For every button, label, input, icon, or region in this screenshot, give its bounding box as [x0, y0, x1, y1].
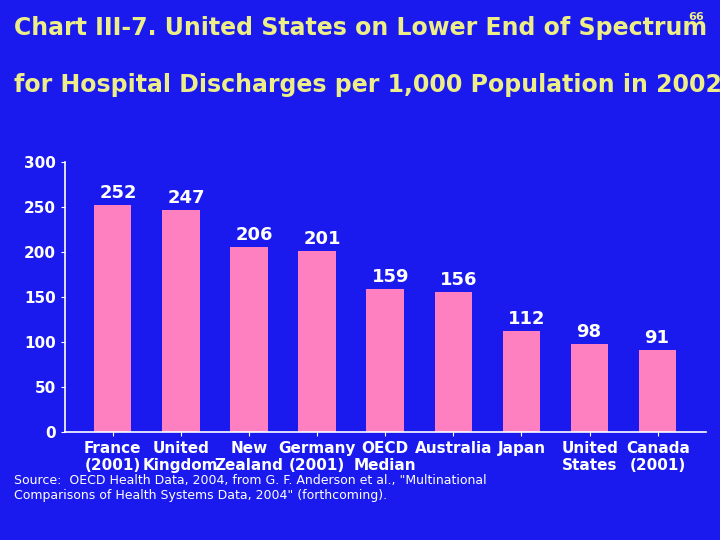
Text: 206: 206	[236, 226, 274, 244]
Text: Source:  OECD Health Data, 2004, from G. F. Anderson et al., "Multinational
Comp: Source: OECD Health Data, 2004, from G. …	[14, 474, 487, 502]
Bar	[571, 344, 608, 432]
Bar	[94, 205, 132, 432]
Text: 247: 247	[168, 189, 205, 207]
Text: 156: 156	[440, 271, 477, 289]
Text: 159: 159	[372, 268, 410, 286]
Bar	[366, 289, 404, 432]
Bar	[435, 292, 472, 432]
Text: 98: 98	[577, 323, 602, 341]
Text: 252: 252	[99, 185, 137, 202]
Text: 112: 112	[508, 310, 546, 328]
Text: 66: 66	[688, 12, 704, 22]
Text: Chart III-7. United States on Lower End of Spectrum: Chart III-7. United States on Lower End …	[14, 16, 708, 40]
Text: 91: 91	[644, 329, 670, 347]
Bar	[162, 210, 199, 432]
Bar	[230, 247, 268, 432]
Text: 201: 201	[304, 231, 341, 248]
Bar	[639, 350, 677, 432]
Bar	[298, 251, 336, 432]
Bar	[503, 331, 540, 432]
Text: for Hospital Discharges per 1,000 Population in 2002: for Hospital Discharges per 1,000 Popula…	[14, 73, 720, 97]
